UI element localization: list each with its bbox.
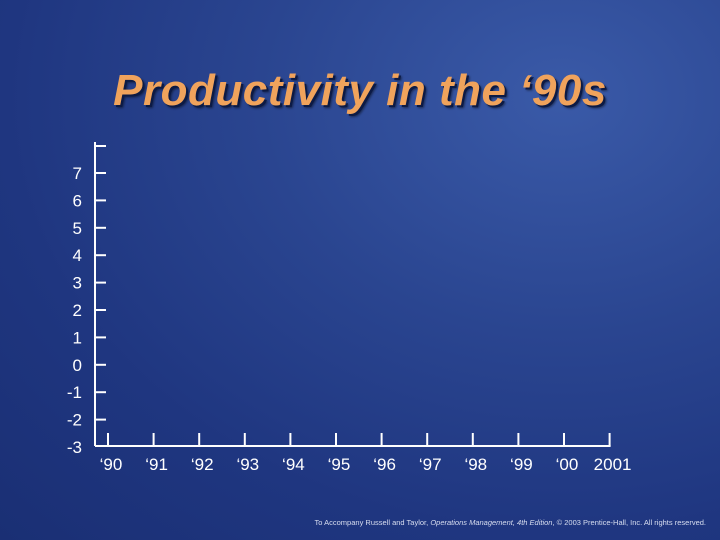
y-tick-label: 2 [73, 301, 82, 320]
x-tick-label: ‘90 [100, 455, 123, 474]
footer-book-title: Operations Management, 4th Edition [430, 518, 553, 527]
x-tick-label: ‘96 [373, 455, 396, 474]
y-tick-label: 4 [73, 246, 82, 265]
footer-prefix: To Accompany Russell and Taylor, [314, 518, 431, 527]
x-tick-label: ‘99 [510, 455, 533, 474]
x-tick-label: ‘95 [328, 455, 351, 474]
x-tick-label: ‘97 [419, 455, 442, 474]
y-axis-ticks: 7 6 5 4 3 2 1 0 -1 -2 -3 [67, 145, 106, 457]
y-tick-label: 6 [73, 191, 82, 210]
copyright-footer: To Accompany Russell and Taylor, Operati… [315, 518, 706, 527]
y-tick-label: 7 [73, 164, 82, 183]
y-tick-label: -3 [67, 438, 82, 457]
x-tick-label: ‘91 [145, 455, 168, 474]
x-tick-label: ‘00 [556, 455, 579, 474]
x-tick-label: ‘98 [464, 455, 487, 474]
x-axis-ticks: ‘90 ‘91 ‘92 ‘93 ‘94 ‘95 ‘96 ‘97 ‘98 ‘99 ‘00 2001 [100, 433, 632, 474]
x-tick-label: ‘93 [236, 455, 259, 474]
x-tick-label: ‘92 [191, 455, 214, 474]
y-tick-label: -1 [67, 383, 82, 402]
footer-suffix: , © 2003 Prentice-Hall, Inc. All rights … [552, 518, 706, 527]
y-tick-label: 1 [73, 328, 82, 347]
y-tick-label: 3 [73, 274, 82, 293]
y-tick-label: 5 [73, 219, 82, 238]
y-tick-label: 0 [73, 356, 82, 375]
x-tick-label: ‘94 [282, 455, 305, 474]
y-tick-label: -2 [67, 411, 82, 430]
x-tick-label: 2001 [594, 455, 632, 474]
slide-title: Productivity in the ‘90s [113, 66, 607, 115]
